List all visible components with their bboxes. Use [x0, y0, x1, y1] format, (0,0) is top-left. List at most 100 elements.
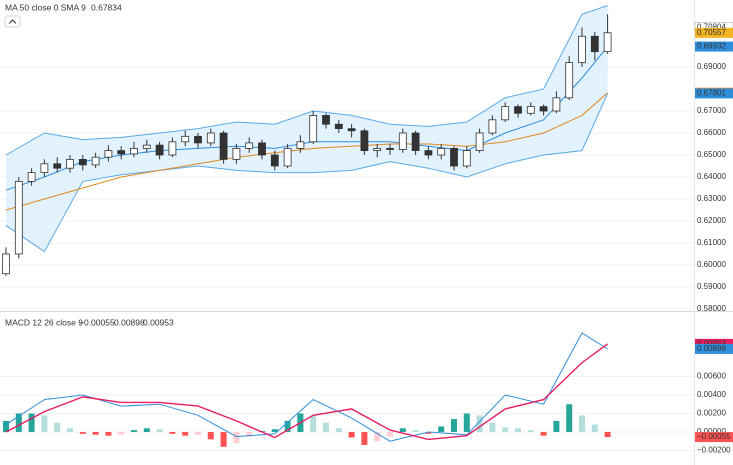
candle-body	[488, 119, 497, 134]
histogram-bar	[207, 431, 214, 440]
histogram-bar	[271, 429, 278, 432]
value-label-bg	[695, 343, 733, 354]
candle-body	[78, 158, 87, 166]
candle-body	[296, 141, 305, 149]
candle-body	[578, 35, 586, 64]
candle-body	[245, 142, 254, 149]
price-label-bg	[695, 27, 733, 38]
candle-body	[155, 144, 164, 156]
histogram-bar	[54, 422, 61, 432]
price-label: 0.69932	[697, 42, 726, 51]
histogram-bar	[131, 430, 137, 432]
candle-body	[411, 132, 420, 152]
y-tick-label: 0.67000	[697, 106, 726, 115]
band-lower	[5, 93, 609, 253]
candle-body	[66, 158, 74, 169]
candle-body	[565, 62, 574, 99]
candle-body	[450, 148, 458, 167]
histogram-bar	[476, 415, 483, 432]
histogram-bar	[566, 404, 573, 432]
value-label-bg	[695, 338, 733, 349]
candle-body	[232, 148, 241, 160]
candle-body	[437, 148, 446, 156]
histogram-bar	[67, 428, 73, 432]
candle-body	[552, 97, 561, 112]
histogram-bar	[463, 413, 470, 432]
histogram-bar	[3, 420, 9, 432]
histogram-bar	[41, 415, 48, 432]
candle-body	[27, 172, 36, 182]
histogram-bar	[604, 431, 611, 438]
legend-name: MACD 12 26 close 9	[5, 317, 83, 327]
candle-body	[283, 148, 292, 167]
y-tick-label: 0.62000	[697, 216, 726, 225]
candle-body	[322, 115, 330, 125]
candle-body	[14, 180, 23, 255]
candle-body	[590, 35, 599, 53]
candle-body	[424, 150, 433, 156]
y-tick-label: 0.63000	[697, 194, 726, 203]
price-label: 0.70804	[697, 23, 726, 32]
candle-body	[168, 141, 177, 156]
histogram-bar	[28, 413, 35, 432]
histogram-bar	[246, 431, 253, 437]
histogram-bar	[361, 431, 368, 445]
candle-body	[117, 150, 126, 155]
histogram-bar	[527, 430, 534, 432]
candle-body	[258, 142, 266, 156]
histogram-bar	[335, 428, 342, 432]
macd-line	[5, 343, 609, 441]
histogram-bar	[553, 420, 560, 432]
legend-name: MA 50 close 0 SMA 9	[5, 2, 86, 12]
histogram-bar	[591, 424, 598, 432]
y-tick-label: 0.65000	[697, 150, 726, 159]
candle-body	[194, 135, 202, 144]
histogram-bar	[348, 431, 355, 438]
value-label: −0.00055	[697, 432, 731, 441]
candle-body	[91, 156, 100, 166]
histogram-bar	[515, 428, 521, 432]
y-tick-label: 0.58000	[697, 304, 726, 313]
overlay: MA 50 close 0 SMA 9 0.67834 MACD 12 26 c…	[4, 2, 174, 327]
macd-line	[5, 332, 608, 442]
price-label: 0.67801	[697, 89, 726, 98]
histogram-bar	[143, 428, 150, 432]
candle-body	[219, 132, 228, 160]
legend-value: 0.00953	[143, 317, 174, 327]
histogram-bar	[489, 422, 496, 432]
y-tick-label: 0.00600	[697, 372, 726, 381]
histogram-bar	[387, 431, 393, 437]
histogram-bar	[284, 420, 291, 432]
histogram-bar	[502, 427, 509, 432]
collapse-button[interactable]	[4, 15, 21, 28]
histogram-bar	[399, 428, 406, 432]
histogram-bar	[412, 430, 419, 432]
candle-body	[142, 144, 151, 149]
indicator-line	[5, 92, 608, 211]
candle-body	[2, 253, 10, 275]
histogram-bar	[451, 419, 457, 432]
histogram-bar	[118, 431, 125, 435]
candle-body	[539, 106, 548, 112]
histogram-bar	[374, 431, 381, 442]
y-tick-label: 0.69000	[697, 62, 726, 71]
histogram-bar	[438, 426, 445, 432]
band-upper	[5, 5, 608, 156]
candle-body	[206, 132, 215, 144]
y-tick-label: 0.00000	[697, 427, 726, 436]
candle-body	[181, 135, 190, 143]
histogram-bar	[233, 431, 240, 444]
histogram-bar	[323, 422, 329, 432]
y-tick-label: 0.61000	[697, 238, 726, 247]
histogram-bar	[92, 431, 99, 435]
candle-body	[334, 123, 343, 130]
candle-body	[360, 130, 369, 152]
histogram-bar	[169, 431, 176, 434]
candle-body	[270, 154, 279, 167]
price-label-bg	[695, 88, 733, 99]
legend-value: −0.00055	[79, 317, 115, 327]
y-tick-label: 0.59000	[697, 282, 726, 291]
histogram-bar	[425, 431, 432, 434]
